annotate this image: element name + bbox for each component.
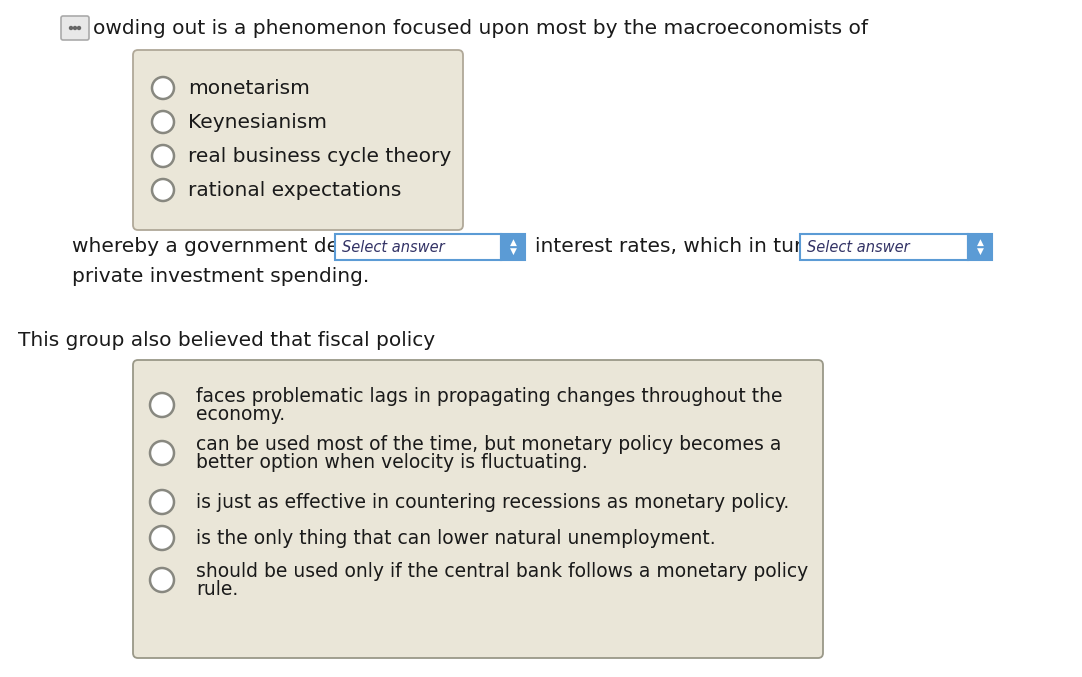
Text: monetarism: monetarism bbox=[188, 79, 309, 97]
Circle shape bbox=[78, 26, 80, 30]
Text: Select answer: Select answer bbox=[342, 240, 445, 255]
Text: should be used only if the central bank follows a monetary policy: should be used only if the central bank … bbox=[196, 563, 808, 582]
Text: is the only thing that can lower natural unemployment.: is the only thing that can lower natural… bbox=[196, 529, 715, 548]
Text: economy.: economy. bbox=[196, 406, 286, 424]
Text: is just as effective in countering recessions as monetary policy.: is just as effective in countering reces… bbox=[196, 492, 789, 512]
Text: rational expectations: rational expectations bbox=[188, 181, 401, 200]
Text: ▲: ▲ bbox=[977, 238, 984, 247]
Circle shape bbox=[74, 26, 77, 30]
Text: rule.: rule. bbox=[196, 580, 238, 599]
Text: Keynesianism: Keynesianism bbox=[188, 112, 327, 131]
Text: whereby a government deficit: whereby a government deficit bbox=[72, 238, 377, 257]
Text: can be used most of the time, but monetary policy becomes a: can be used most of the time, but moneta… bbox=[196, 435, 781, 454]
Text: real business cycle theory: real business cycle theory bbox=[188, 146, 451, 165]
Text: This group also believed that fiscal policy: This group also believed that fiscal pol… bbox=[18, 330, 435, 349]
Text: Select answer: Select answer bbox=[807, 240, 910, 255]
FancyBboxPatch shape bbox=[335, 234, 501, 260]
Circle shape bbox=[69, 26, 72, 30]
Circle shape bbox=[150, 526, 174, 550]
Circle shape bbox=[151, 145, 174, 167]
Circle shape bbox=[151, 77, 174, 99]
FancyBboxPatch shape bbox=[133, 50, 463, 230]
FancyBboxPatch shape bbox=[133, 360, 823, 658]
Circle shape bbox=[151, 111, 174, 133]
Text: ▲: ▲ bbox=[510, 238, 516, 247]
Circle shape bbox=[150, 441, 174, 465]
Text: better option when velocity is fluctuating.: better option when velocity is fluctuati… bbox=[196, 454, 588, 473]
Text: ▼: ▼ bbox=[977, 247, 984, 256]
Text: interest rates, which in turn: interest rates, which in turn bbox=[535, 238, 815, 257]
Circle shape bbox=[150, 568, 174, 592]
Text: private investment spending.: private investment spending. bbox=[72, 267, 369, 286]
FancyBboxPatch shape bbox=[968, 234, 992, 260]
FancyBboxPatch shape bbox=[61, 16, 89, 40]
FancyBboxPatch shape bbox=[501, 234, 525, 260]
Text: ▼: ▼ bbox=[510, 247, 516, 256]
Text: owding out is a phenomenon focused upon most by the macroeconomists of: owding out is a phenomenon focused upon … bbox=[93, 18, 868, 37]
FancyBboxPatch shape bbox=[800, 234, 968, 260]
Circle shape bbox=[151, 179, 174, 201]
Circle shape bbox=[150, 490, 174, 514]
Circle shape bbox=[150, 393, 174, 417]
Text: faces problematic lags in propagating changes throughout the: faces problematic lags in propagating ch… bbox=[196, 387, 782, 406]
